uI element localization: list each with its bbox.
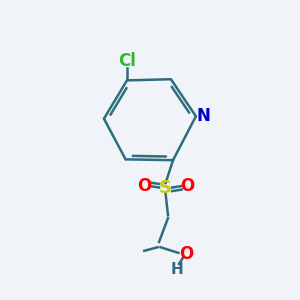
Text: Cl: Cl — [118, 52, 136, 70]
Text: H: H — [170, 262, 183, 277]
Text: O: O — [180, 177, 194, 195]
Text: S: S — [159, 179, 172, 197]
Text: O: O — [179, 245, 193, 263]
Text: O: O — [137, 177, 151, 195]
Text: N: N — [196, 107, 210, 125]
